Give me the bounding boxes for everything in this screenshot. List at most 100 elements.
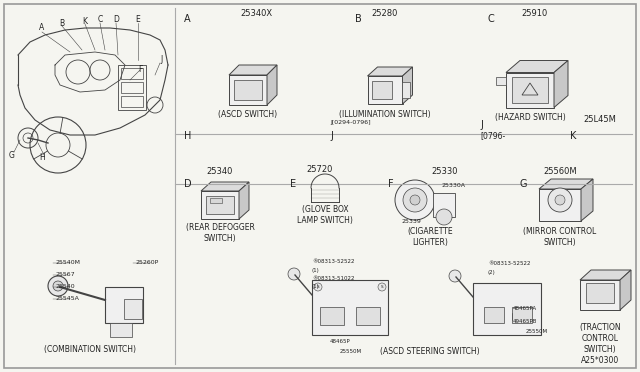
Text: 25340: 25340 [207,167,233,176]
Bar [121,82,143,93]
Text: ®08313-52522: ®08313-52522 [488,261,531,266]
Text: 25545A: 25545A [55,296,79,301]
Text: (1): (1) [312,268,320,273]
Text: H: H [184,131,191,141]
Text: 25330A: 25330A [442,183,466,188]
Polygon shape [620,270,631,310]
Polygon shape [580,270,631,280]
Text: J: J [161,55,163,64]
Circle shape [288,268,300,280]
Text: E: E [136,16,140,25]
Text: 25340X: 25340X [240,9,272,18]
Circle shape [378,283,386,291]
Bar [580,280,620,310]
Polygon shape [229,65,277,75]
Bar [506,73,554,108]
Bar [105,287,143,323]
Text: (2): (2) [488,270,496,275]
Bar [110,323,132,337]
Polygon shape [403,67,413,104]
Text: C: C [97,16,102,25]
Text: (ASCD STEERING SWITCH): (ASCD STEERING SWITCH) [380,347,480,356]
Text: 25560M: 25560M [543,167,577,176]
Text: (COMBINATION SWITCH): (COMBINATION SWITCH) [44,345,136,354]
Circle shape [436,209,452,225]
Text: [0796-: [0796- [480,131,505,140]
Bar [121,68,143,79]
Circle shape [53,281,63,291]
Bar [433,193,455,217]
Text: D: D [113,16,119,25]
Polygon shape [539,179,593,189]
Text: J[0294-0796]: J[0294-0796] [330,120,371,125]
Text: 25540M: 25540M [55,260,80,266]
Circle shape [395,180,435,220]
Bar [367,76,403,104]
Text: ®08313-51022: ®08313-51022 [312,276,355,281]
Text: 25550M: 25550M [526,329,548,334]
Text: F: F [388,179,394,189]
Text: (CIGARETTE
LIGHTER): (CIGARETTE LIGHTER) [407,227,453,247]
Text: 49465PB: 49465PB [513,319,538,324]
Bar [512,307,532,323]
Text: 25540: 25540 [55,285,75,289]
Text: S: S [317,285,319,289]
Bar [118,65,146,110]
Text: (GLOVE BOX
LAMP SWITCH): (GLOVE BOX LAMP SWITCH) [297,205,353,225]
Text: (1): (1) [312,284,320,289]
Text: 25280: 25280 [372,9,398,18]
Circle shape [548,188,572,212]
Text: H: H [39,154,45,163]
Text: B: B [355,14,362,24]
Text: (ILLUMINATION SWITCH): (ILLUMINATION SWITCH) [339,110,431,119]
Bar [312,280,388,335]
Text: B: B [60,19,65,28]
Bar [484,307,504,323]
Text: G: G [520,179,527,189]
Text: 25720: 25720 [307,165,333,174]
Circle shape [48,276,68,296]
Bar [121,96,143,107]
Text: 25330: 25330 [432,167,458,176]
Text: ®08313-52522: ®08313-52522 [312,259,355,264]
Text: J: J [480,120,483,130]
Bar [206,196,234,214]
Bar [124,299,142,319]
Bar [210,198,222,203]
Polygon shape [554,61,568,108]
Text: S: S [381,285,383,289]
Circle shape [403,188,427,212]
Text: 48465PA: 48465PA [513,306,537,311]
Bar [372,81,392,99]
Bar [320,307,344,325]
Polygon shape [367,67,413,76]
Polygon shape [267,65,277,105]
Circle shape [410,195,420,205]
Bar [356,307,380,325]
Text: 25550M: 25550M [340,349,362,354]
Text: 25339: 25339 [402,219,422,224]
Text: K: K [83,16,88,26]
Text: 25260P: 25260P [135,260,158,266]
Bar [234,80,262,100]
Text: (TRACTION
CONTROL
SWITCH)
A25*0300: (TRACTION CONTROL SWITCH) A25*0300 [579,323,621,365]
Bar [496,77,506,85]
Text: 25567: 25567 [55,273,75,278]
Text: (REAR DEFOGGER
SWITCH): (REAR DEFOGGER SWITCH) [186,223,255,243]
Bar [473,283,541,335]
Text: 25L45M: 25L45M [584,115,616,124]
Bar [539,189,581,221]
Text: C: C [487,14,493,24]
Circle shape [314,283,322,291]
Text: J: J [330,131,333,141]
Text: 48465P: 48465P [330,339,351,344]
Polygon shape [239,182,249,219]
Text: F: F [138,65,142,74]
Text: E: E [290,179,296,189]
Text: D: D [184,179,191,189]
Bar [586,283,614,303]
Circle shape [449,270,461,282]
Polygon shape [506,61,568,73]
Polygon shape [201,182,249,191]
Bar [512,77,548,103]
